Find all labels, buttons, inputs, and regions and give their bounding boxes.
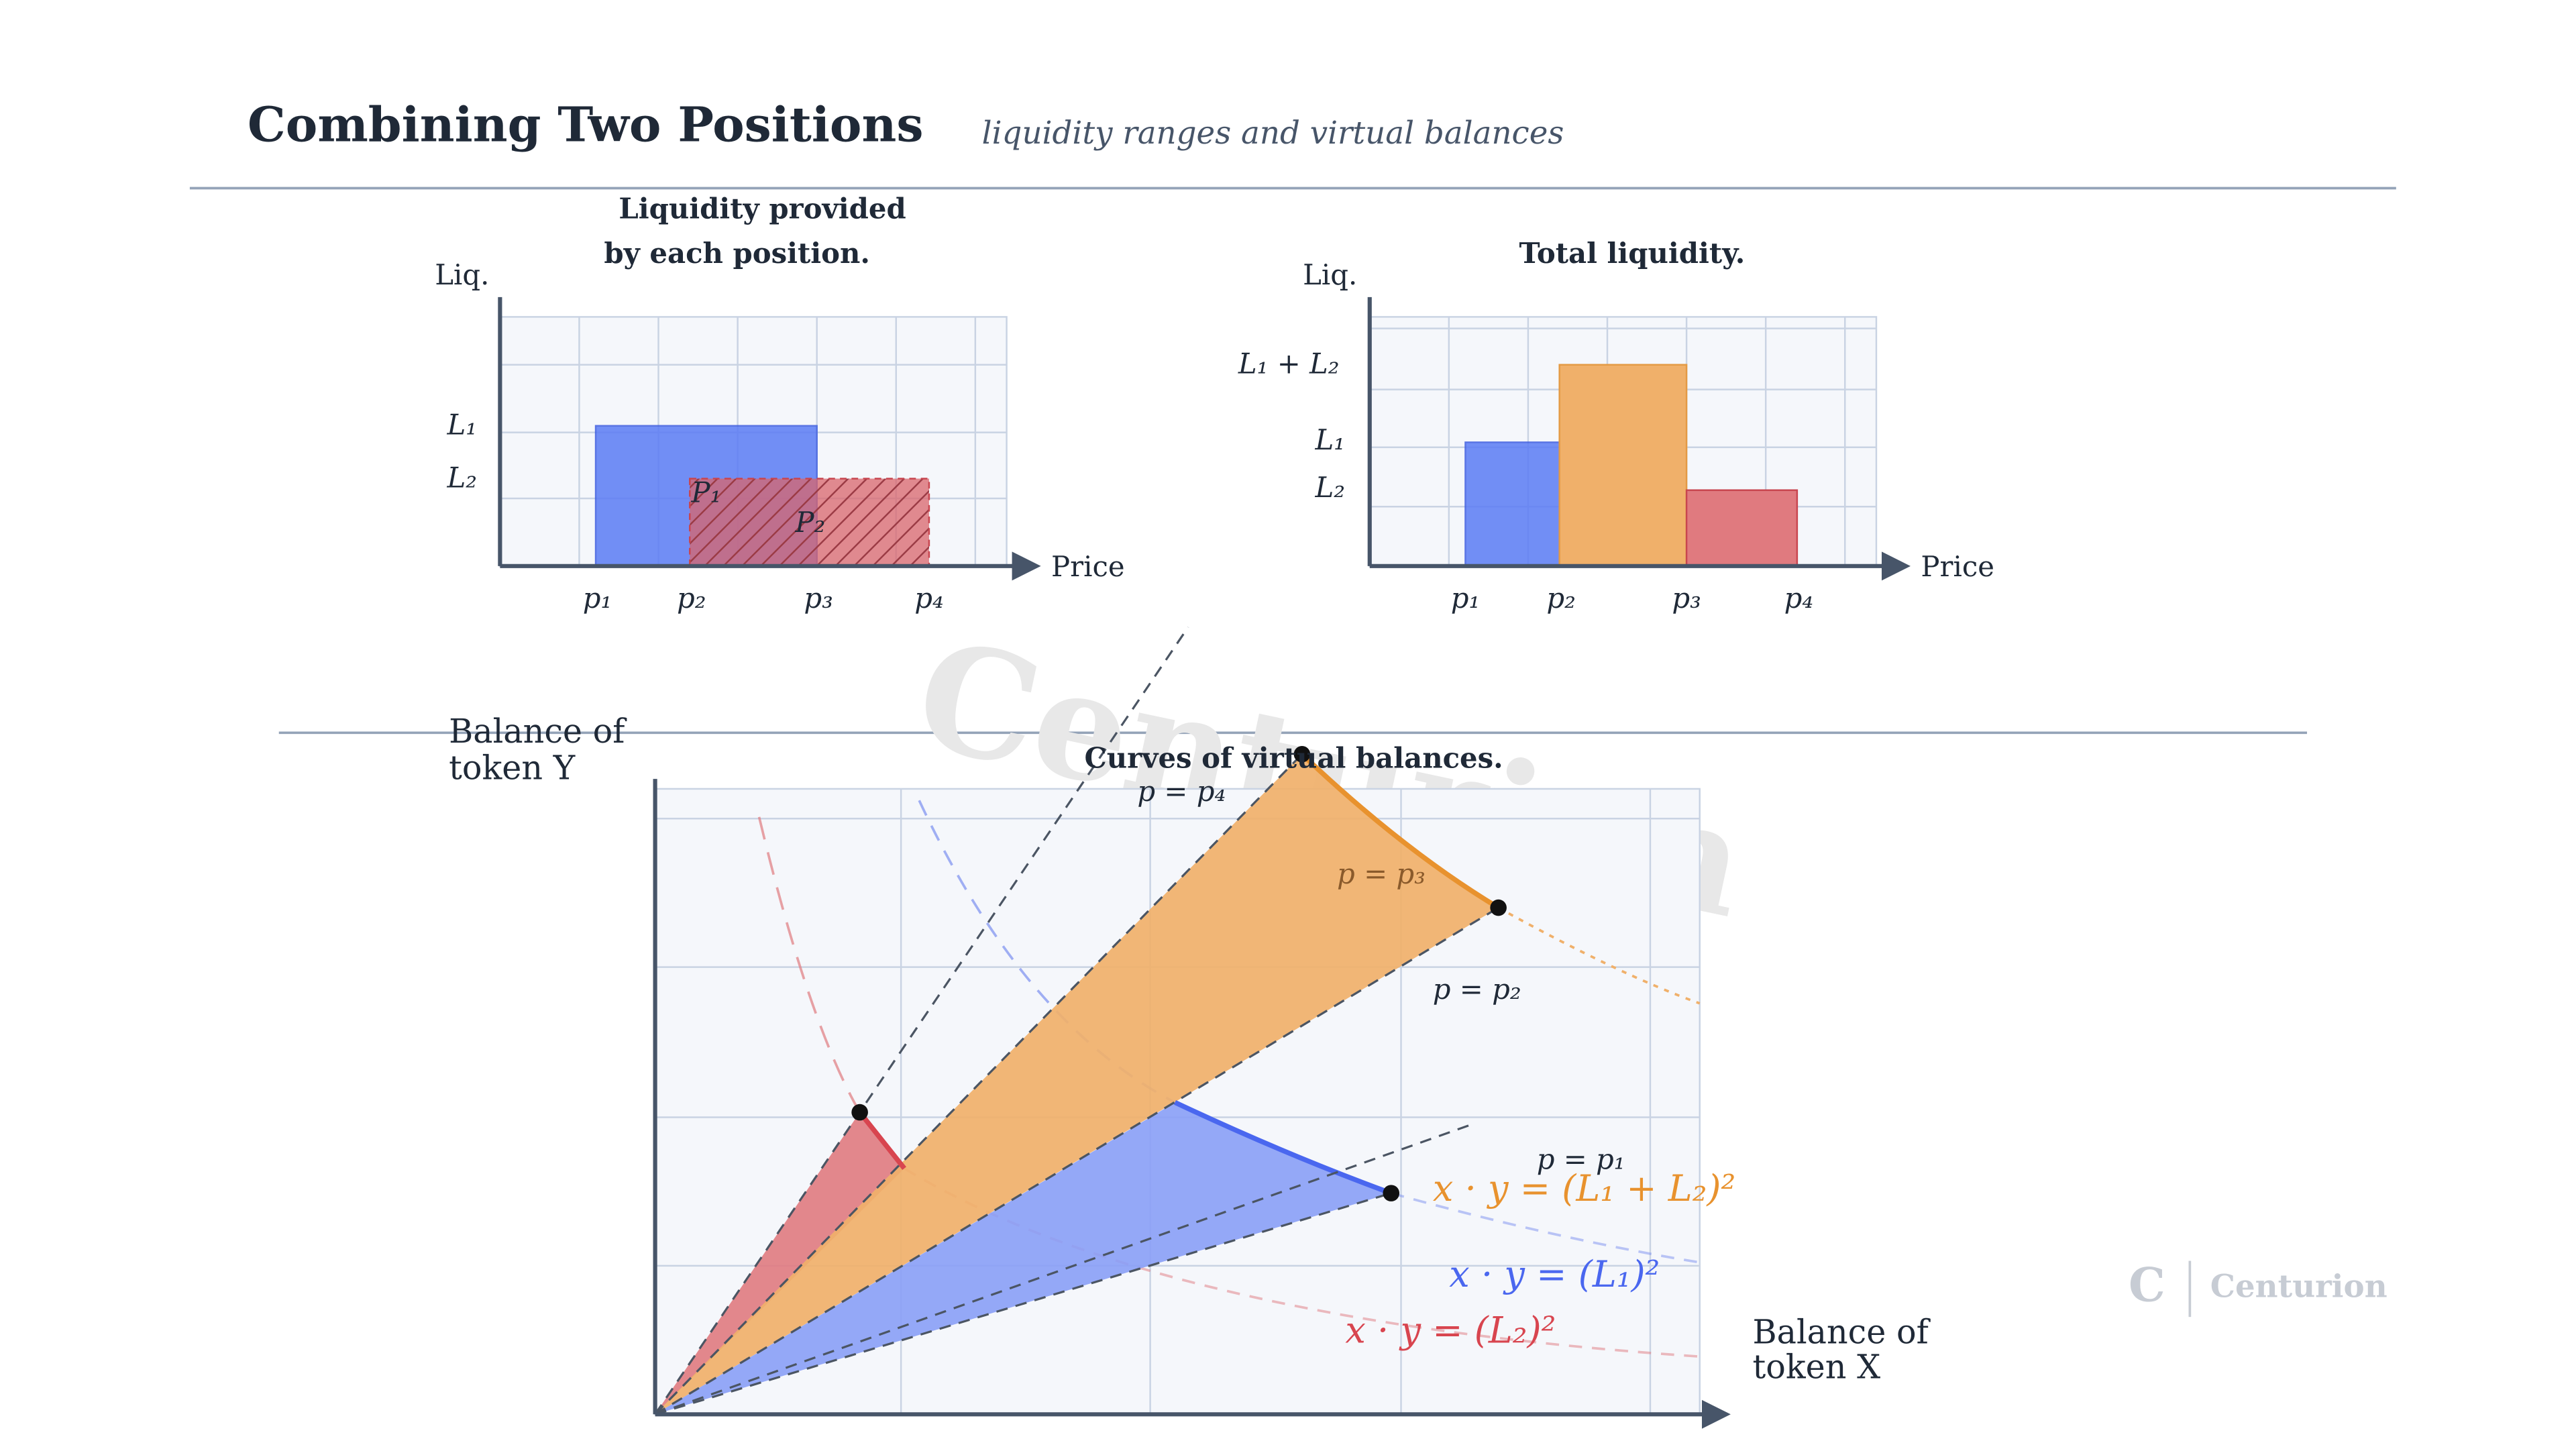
price-line-label: p = p₄	[1137, 775, 1226, 808]
level-label: L₁ + L₂	[1238, 347, 1340, 380]
curve-l2-dashed	[757, 816, 861, 1114]
x-label: Price	[1051, 550, 1125, 583]
price-label: p₄	[914, 582, 944, 614]
right-panel: Total liquidity. Liq. Price L₁ + L₂ L₁ L…	[1238, 237, 1994, 614]
level-label: L₁	[447, 409, 478, 441]
level-label: L₁	[1314, 423, 1345, 456]
point	[1383, 1185, 1400, 1201]
points	[851, 745, 1507, 1201]
x-label: Balance of	[1752, 1313, 1931, 1352]
y-label: Liq.	[1303, 258, 1357, 291]
curve-l12	[1300, 752, 1500, 910]
position-label: P₂	[794, 506, 825, 539]
price-label: p₂	[1546, 582, 1576, 614]
panel-title: Total liquidity.	[1519, 237, 1746, 270]
region-position-1	[655, 1102, 1391, 1415]
curve-l1-dashed	[1391, 1191, 1701, 1264]
axes	[653, 779, 1717, 1414]
x-label: Price	[1921, 550, 1994, 583]
level-label: L₂	[1314, 471, 1345, 504]
bottom-panel: Curves of virtual balances. Balance of t…	[449, 626, 1931, 1415]
y-label: token Y	[449, 748, 576, 787]
price-label: p₃	[804, 582, 833, 614]
curve-l2	[857, 1110, 906, 1171]
curve-l1-dashed	[918, 800, 1176, 1104]
price-label: p₄	[1784, 582, 1814, 614]
curve-equation: x · y = (L₁ + L₂)²	[1433, 1167, 1735, 1210]
y-label: Balance of	[449, 712, 627, 751]
curve-l1	[1173, 1099, 1393, 1196]
left-panel: Liquidity provided by each position. Liq…	[435, 192, 1124, 614]
price-line-label: p = p₃	[1337, 857, 1426, 890]
x-label: token X	[1752, 1347, 1880, 1386]
axes	[498, 297, 1026, 566]
panel-title: by each position.	[604, 237, 870, 270]
title: Combining Two Positions	[248, 96, 924, 152]
price-line-label: p = p₁	[1537, 1142, 1625, 1175]
position-2	[689, 478, 930, 568]
point	[1293, 745, 1311, 763]
price-lines	[654, 626, 1499, 1415]
panel-title: Curves of virtual balances.	[1085, 742, 1503, 775]
logo-name: Centurion	[2210, 1268, 2387, 1305]
curve-l2-dashed	[904, 1167, 1700, 1358]
curve-equation: x · y = (L₁)²	[1449, 1253, 1660, 1295]
price-line-label: p = p₂	[1433, 973, 1521, 1006]
price-label: p₁	[583, 582, 612, 614]
curve-equation: x · y = (L₂)²	[1345, 1309, 1556, 1352]
curve-l12-dotted	[1497, 906, 1701, 1005]
level-label: L₂	[447, 461, 478, 494]
price-label: p₁	[1451, 582, 1481, 614]
region-position-2	[655, 1112, 905, 1415]
price-label: p₃	[1672, 582, 1701, 614]
segment-2	[1558, 364, 1688, 568]
y-label: Liq.	[435, 258, 489, 291]
position-label: P₁	[690, 476, 721, 509]
point	[1490, 899, 1507, 916]
segment-1	[1464, 441, 1560, 568]
subtitle: liquidity ranges and virtual balances	[982, 115, 1564, 152]
axes	[1367, 297, 1896, 566]
point	[851, 1104, 868, 1121]
panel-title: Liquidity provided	[619, 192, 906, 225]
region-total	[655, 754, 1499, 1415]
price-lines	[654, 753, 1392, 1415]
price-label: p₂	[677, 582, 706, 614]
logo-mark: C	[2129, 1258, 2165, 1312]
segment-3	[1685, 489, 1799, 568]
